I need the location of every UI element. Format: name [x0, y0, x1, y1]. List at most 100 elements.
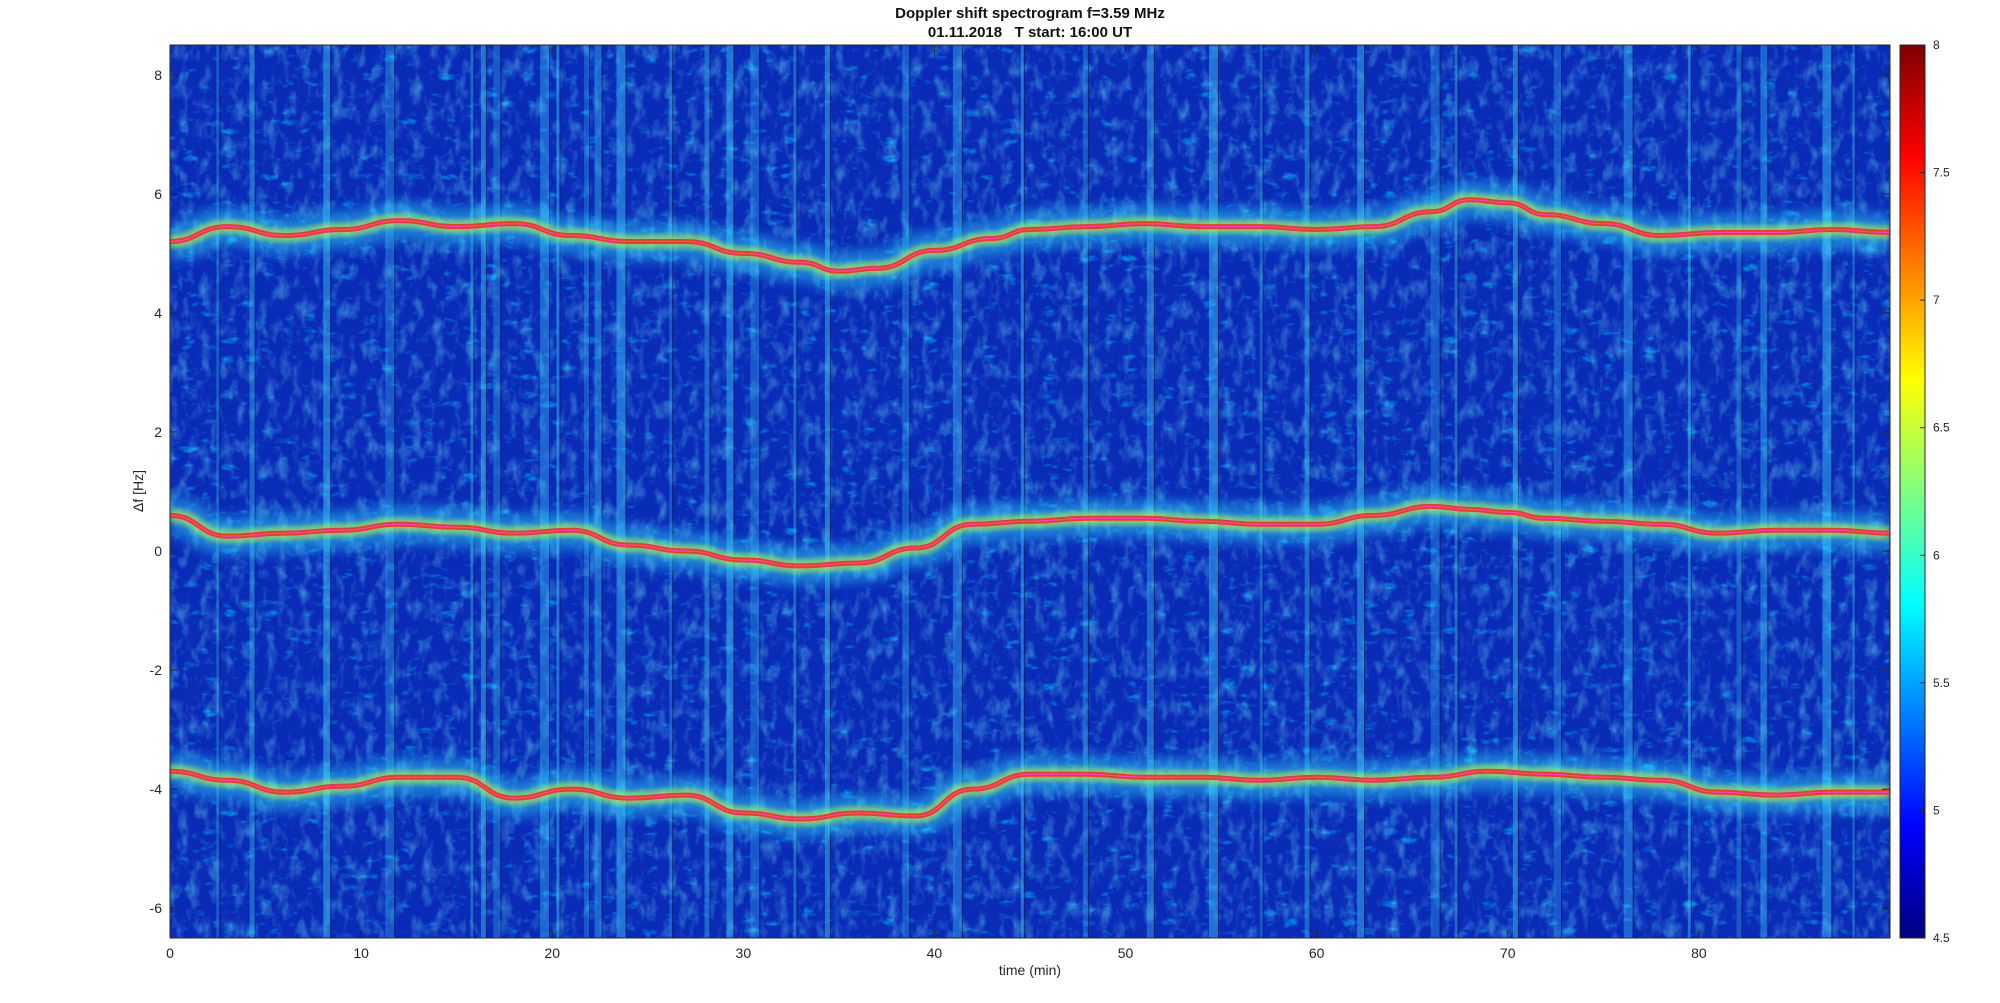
colorbar-ticks: 4.5 5 5.5 6 6.5 7 7.5 8: [1920, 38, 1950, 945]
noise-streak: [216, 45, 220, 938]
trace-fit-line: [170, 505, 1890, 567]
noise-streak-edge: [330, 45, 332, 938]
noise-streak-edge: [485, 45, 487, 938]
noise-streak-edge: [1741, 45, 1743, 938]
noise-streak: [1736, 45, 1742, 938]
colorbar-tick-label: 7: [1933, 293, 1940, 307]
colorbar-tick-label: 6.5: [1933, 421, 1950, 435]
x-tick-label: 0: [166, 945, 174, 961]
noise-streak-edge: [559, 45, 561, 938]
noise-streak-edge: [219, 45, 221, 938]
noise-streaks: [216, 45, 1857, 938]
noise-streak: [470, 45, 474, 938]
noise-streak-edge: [1217, 45, 1219, 938]
noise-streak: [1208, 45, 1218, 938]
noise-streak-edge: [733, 45, 735, 938]
noise-streak-edge: [1087, 45, 1089, 938]
noise-streak-edge: [1855, 45, 1857, 938]
noise-streak: [1512, 45, 1518, 938]
noise-streak: [584, 45, 590, 938]
noise-streak: [1357, 45, 1365, 938]
y-tick-label: -4: [150, 781, 163, 797]
noise-streak-edge: [672, 45, 674, 938]
y-tick-label: 6: [154, 186, 162, 202]
noise-streak-edge: [1517, 45, 1519, 938]
noise-streak: [902, 45, 910, 938]
noise-streak: [669, 45, 673, 938]
noise-streak: [824, 45, 830, 938]
noise-streak-edge: [759, 45, 761, 938]
noise-streak: [1082, 45, 1088, 938]
x-tick-label: 70: [1500, 945, 1516, 961]
noise-streak-edge: [1262, 45, 1264, 938]
y-tick-label: 8: [154, 67, 162, 83]
x-tick-label: 10: [353, 945, 369, 961]
noise-streak-edge: [829, 45, 831, 938]
chart-title: Doppler shift spectrogram f=3.59 MHz: [895, 5, 1165, 22]
noise-streak-edge: [909, 45, 911, 938]
noise-streak: [323, 45, 331, 938]
x-tick-label: 30: [736, 945, 752, 961]
noise-streak-edge: [1023, 45, 1025, 938]
noise-streak: [1623, 45, 1633, 938]
noise-streak-edge: [394, 45, 396, 938]
noise-streak: [1146, 45, 1154, 938]
noise-streak-edge: [500, 45, 502, 938]
x-tick-label: 60: [1309, 945, 1325, 961]
trace-fit-line: [170, 199, 1890, 272]
noise-streak: [594, 45, 602, 938]
x-tick-label: 50: [1118, 945, 1134, 961]
noise-streak: [1852, 45, 1856, 938]
noise-streak: [385, 45, 395, 938]
y-tick-label: -6: [150, 900, 163, 916]
noise-streak: [726, 45, 734, 938]
plot-area: [170, 45, 1890, 938]
y-tick-label: 0: [154, 543, 162, 559]
noise-streak: [556, 45, 560, 938]
x-axis: 0 10 20 30 40 50 60 70 80: [166, 45, 1707, 961]
noise-streak: [1822, 45, 1832, 938]
noise-streak: [493, 45, 501, 938]
colorbar-tick-label: 5: [1933, 803, 1940, 817]
noise-streak: [616, 45, 626, 938]
noise-streak-edge: [1153, 45, 1155, 938]
noise-streak-edge: [1364, 45, 1366, 938]
x-tick-label: 80: [1691, 945, 1707, 961]
chart-subtitle: 01.11.2018 T start: 16:00 UT: [928, 24, 1132, 41]
noise-streak-edge: [601, 45, 603, 938]
noise-streak: [480, 45, 486, 938]
trace-fit-line: [170, 770, 1890, 820]
noise-streak-edge: [589, 45, 591, 938]
noise-streak: [1020, 45, 1024, 938]
noise-streak-edge: [1560, 45, 1562, 938]
noise-streak: [793, 45, 797, 938]
noise-streak-edge: [1767, 45, 1769, 938]
noise-streak-edge: [549, 45, 551, 938]
y-tick-label: -2: [150, 662, 163, 678]
y-tick-label: 2: [154, 424, 162, 440]
noise-streak: [750, 45, 760, 938]
noise-streak: [1553, 45, 1561, 938]
noise-streak-edge: [473, 45, 475, 938]
colorbar-tick-label: 4.5: [1933, 931, 1950, 945]
plot-frame: [169, 44, 1891, 939]
colorbar-tick-label: 7.5: [1933, 166, 1950, 180]
x-tick-label: 40: [927, 945, 943, 961]
noise-streak-edge: [625, 45, 627, 938]
noise-streak: [1304, 45, 1310, 938]
noise-streak-edge: [1690, 45, 1692, 938]
noise-streak: [704, 45, 710, 938]
noise-streak: [1760, 45, 1768, 938]
noise-streak: [249, 45, 255, 938]
noise-streak: [1687, 45, 1691, 938]
colorbar-tick-label: 8: [1933, 38, 1940, 52]
x-tick-label: 20: [544, 945, 560, 961]
noise-streak-edge: [1831, 45, 1833, 938]
noise-streak-edge: [796, 45, 798, 938]
noise-streak: [1259, 45, 1263, 938]
noise-streak: [540, 45, 550, 938]
doppler-traces: [170, 180, 1890, 838]
noise-streak-edge: [254, 45, 256, 938]
colorbar-tick-label: 5.5: [1933, 676, 1950, 690]
